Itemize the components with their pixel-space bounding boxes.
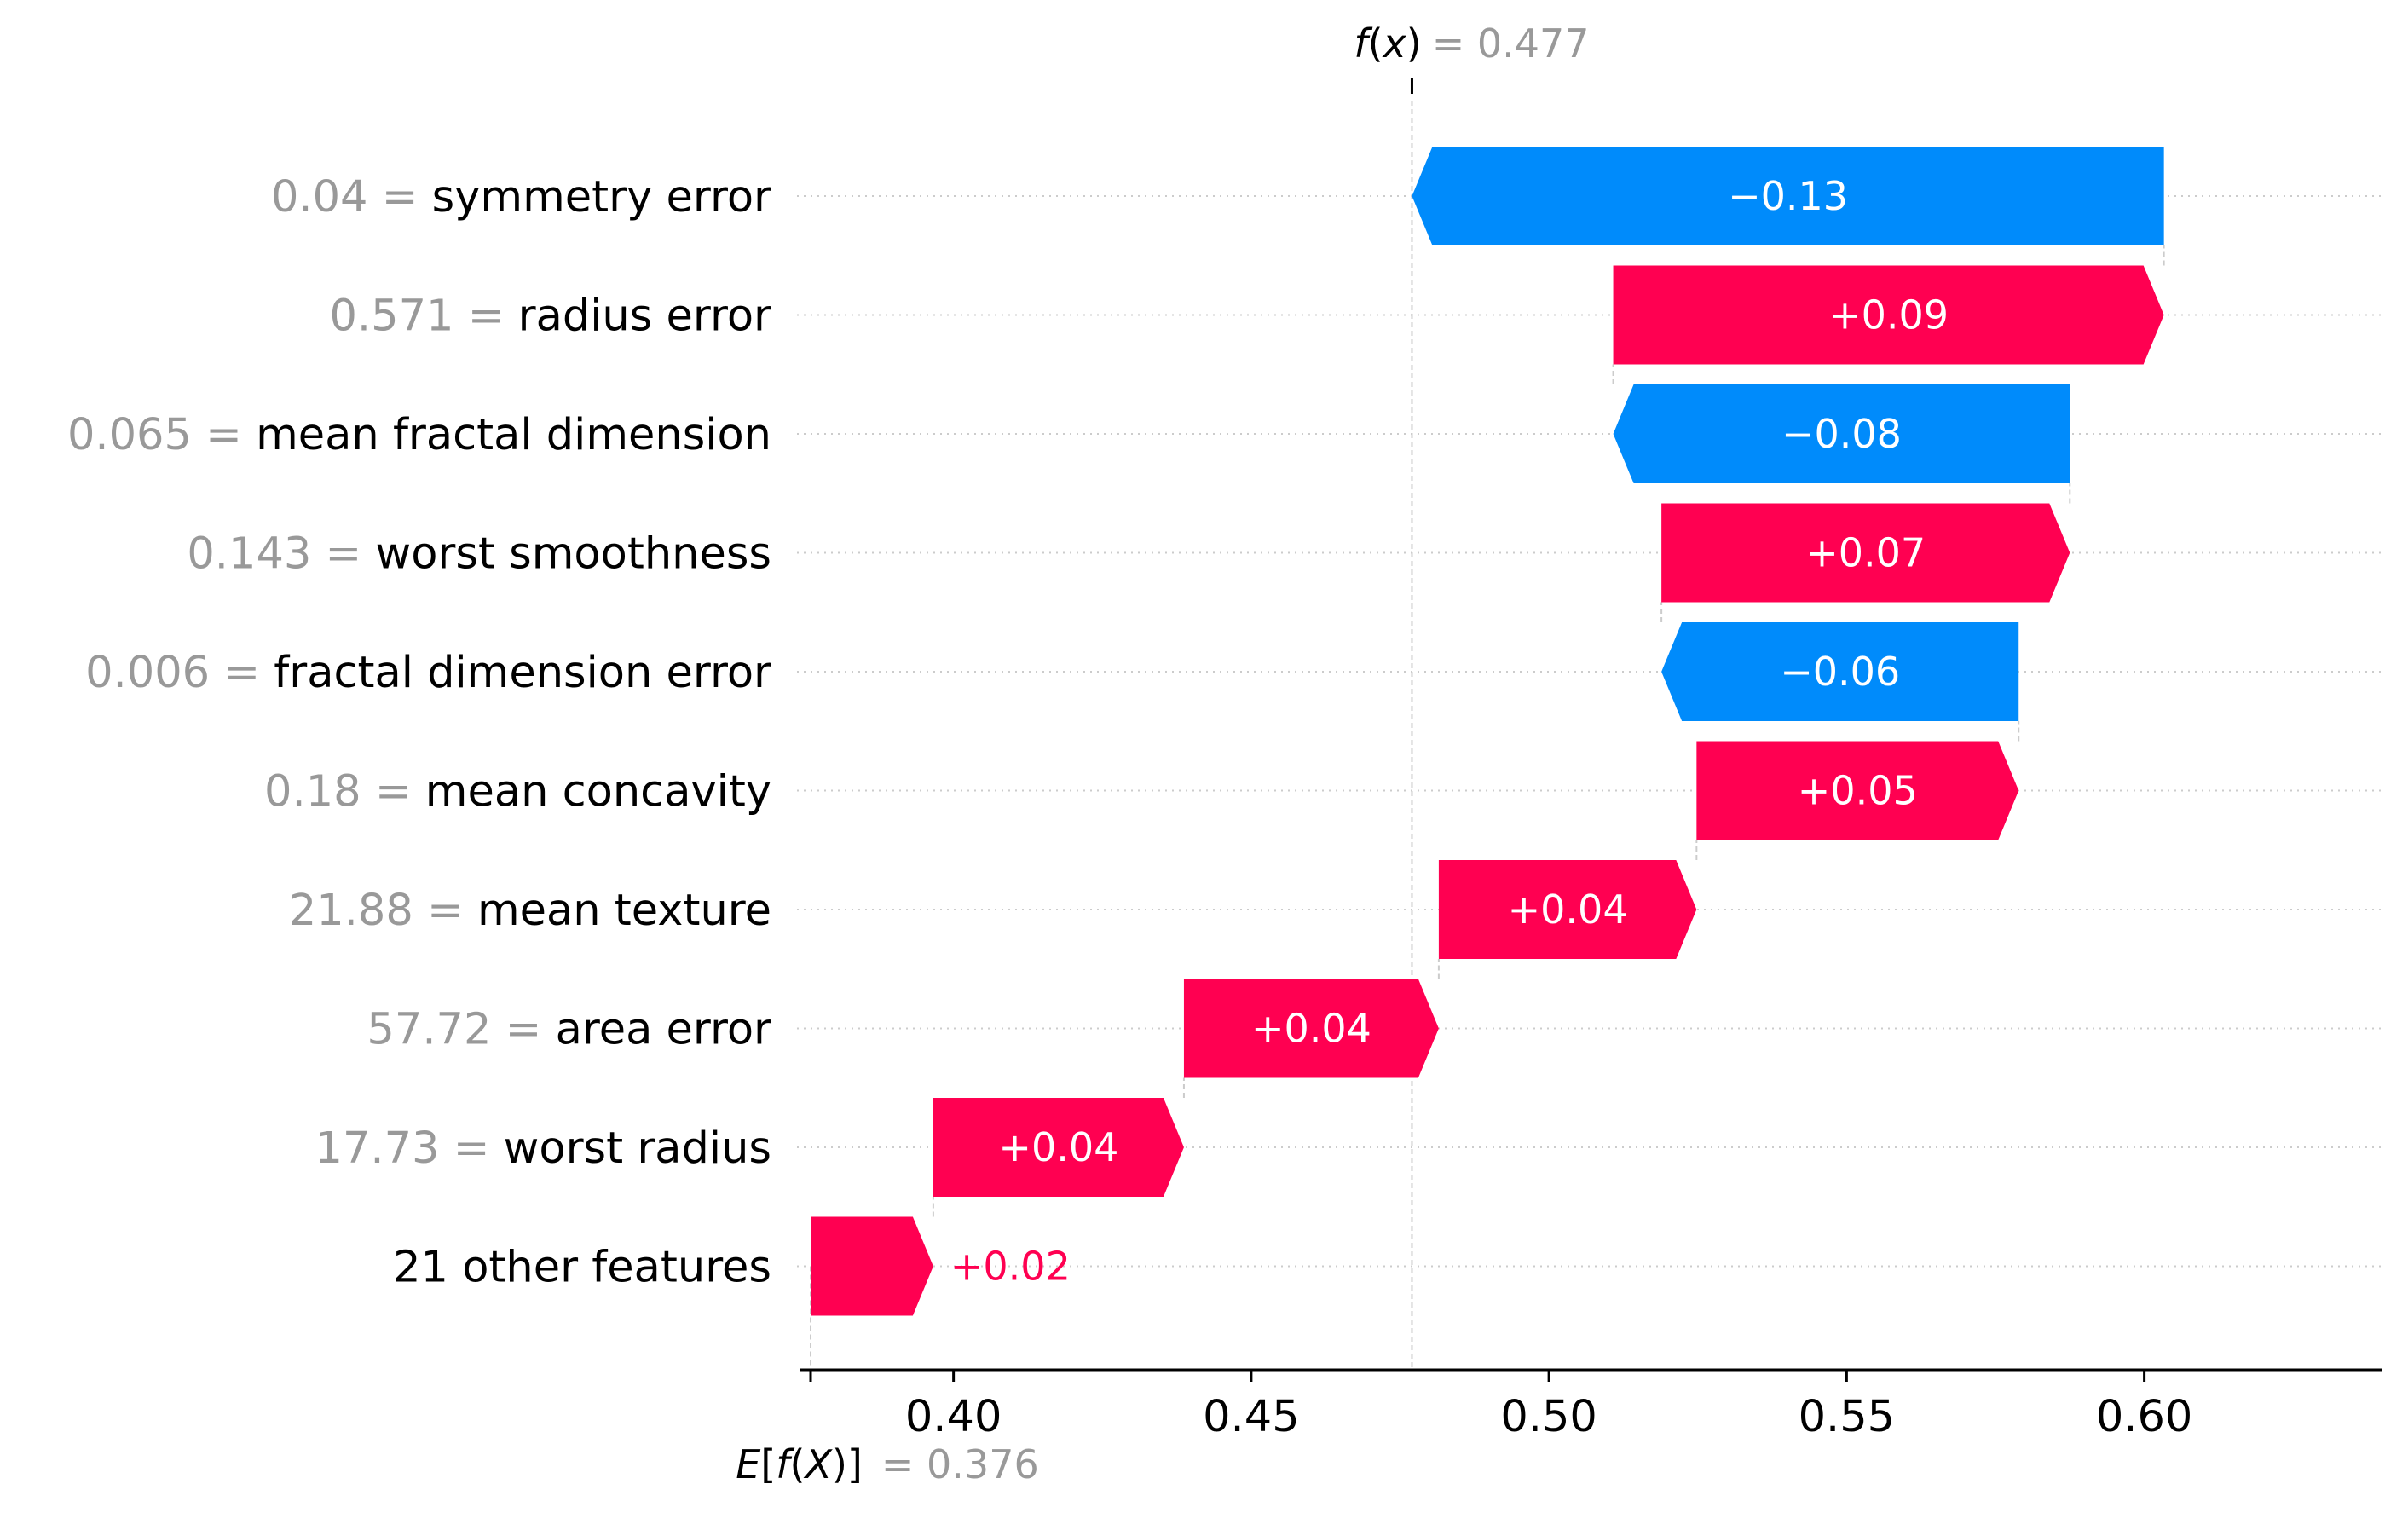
bar-label-0: −0.13	[1728, 173, 1848, 219]
feature-name-4: fractal dimension error	[274, 648, 771, 698]
feature-value-7: 57.72 =	[367, 1005, 555, 1055]
x-tick-label-4: 0.60	[2096, 1392, 2193, 1442]
feature-value-3: 0.143 =	[187, 529, 375, 580]
output-value-annotation: f(x) = 0.477	[1354, 20, 1589, 66]
bar-label-2: −0.08	[1781, 411, 1902, 457]
feature-label-2: 0.065 = mean fractal dimension	[67, 410, 771, 460]
base-value-annotation: E[f(X)] = 0.376	[736, 1441, 1038, 1487]
feature-value-0: 0.04 =	[271, 172, 432, 222]
bar-label-4: −0.06	[1780, 649, 1900, 695]
feature-value-5: 0.18 =	[264, 767, 425, 817]
feature-label-7: 57.72 = area error	[367, 1005, 771, 1055]
bar-7	[1183, 979, 1439, 1078]
feature-label-3: 0.143 = worst smoothness	[187, 529, 771, 580]
bar-label-9: +0.02	[950, 1244, 1071, 1290]
base-bracket-open: [	[760, 1441, 776, 1487]
feature-value-8: 17.73 =	[315, 1123, 504, 1174]
feature-label-9: 21 other features	[393, 1243, 771, 1293]
feature-name-0: symmetry error	[432, 172, 771, 222]
feature-name-2: mean fractal dimension	[256, 410, 771, 460]
feature-name-6: mean texture	[477, 886, 771, 936]
bar-label-6: +0.04	[1508, 886, 1628, 933]
feature-value-1: 0.571 =	[329, 292, 517, 342]
base-bracket-close: ]	[847, 1441, 863, 1487]
base-paren-open: (	[790, 1441, 806, 1487]
feature-name-1: radius error	[518, 292, 771, 342]
bar-label-3: +0.07	[1805, 530, 1926, 576]
output-value: = 0.477	[1432, 20, 1590, 66]
feature-label-0: 0.04 = symmetry error	[271, 172, 771, 222]
base-value: = 0.376	[881, 1441, 1039, 1487]
feature-label-4: 0.006 = fractal dimension error	[85, 648, 771, 698]
x-tick-label-1: 0.45	[1203, 1392, 1300, 1442]
bar-label-5: +0.05	[1798, 768, 1918, 814]
output-paren-close: )	[1406, 20, 1422, 66]
bar-label-8: +0.04	[998, 1124, 1118, 1170]
bar-label-7: +0.04	[1251, 1006, 1371, 1052]
feature-name-5: mean concavity	[425, 767, 771, 817]
x-tick-label-2: 0.50	[1500, 1392, 1597, 1442]
output-paren-open: (	[1368, 20, 1383, 66]
bar-2	[1613, 384, 2070, 483]
feature-name-9: 21 other features	[393, 1243, 771, 1293]
feature-name-3: worst smoothness	[376, 529, 771, 580]
bar-label-1: +0.09	[1828, 292, 1949, 338]
bar-3	[1661, 503, 2070, 603]
feature-value-4: 0.006 =	[85, 648, 274, 698]
bar-8	[933, 1098, 1184, 1197]
feature-label-layer: 0.04 = symmetry error 0.571 = radius erro…	[67, 172, 771, 1293]
bar-0	[1412, 147, 2164, 245]
feature-value-2: 0.065 =	[67, 410, 256, 460]
feature-name-8: worst radius	[504, 1123, 771, 1174]
x-tick-label-0: 0.40	[905, 1392, 1002, 1442]
feature-label-8: 17.73 = worst radius	[315, 1123, 772, 1174]
x-axis: 0.40 0.45 0.50 0.55 0.60	[800, 1368, 2382, 1442]
bar-5	[1696, 741, 2019, 840]
base-paren-close: )	[832, 1441, 847, 1487]
bar-9	[811, 1216, 933, 1316]
bar-4	[1661, 622, 2019, 721]
feature-value-6: 21.88 =	[289, 886, 477, 936]
feature-label-1: 0.571 = radius error	[329, 292, 771, 342]
output-x-symbol: x	[1382, 20, 1407, 66]
base-X-symbol: X	[803, 1441, 833, 1487]
feature-label-5: 0.18 = mean concavity	[264, 767, 771, 817]
bar-6	[1438, 860, 1697, 959]
base-E-symbol: E	[736, 1441, 760, 1487]
feature-name-7: area error	[556, 1005, 771, 1055]
x-tick-label-3: 0.55	[1799, 1392, 1896, 1442]
bar-1	[1613, 265, 2164, 365]
feature-label-6: 21.88 = mean texture	[289, 886, 771, 936]
bar-layer: −0.13 +0.09 −0.08 +0.07 −0.06 +0.05 +0.04 +0.04…	[811, 147, 2164, 1316]
